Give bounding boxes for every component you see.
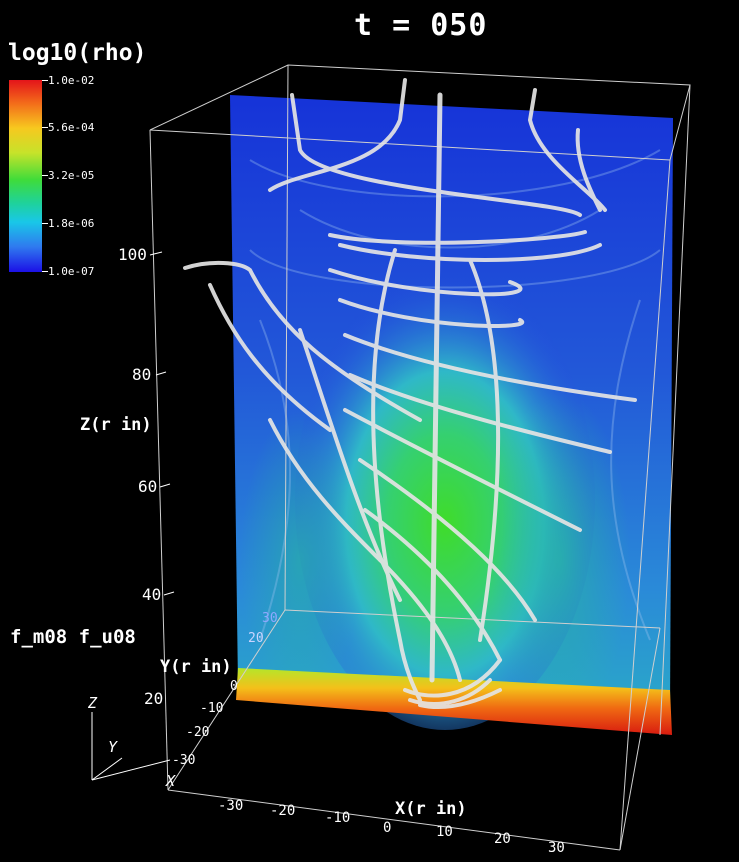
x-tick-30: 30 xyxy=(548,840,565,856)
colorbar xyxy=(9,80,42,272)
triad-x-label: X xyxy=(165,772,176,790)
x-tick-minus10: -10 xyxy=(325,810,350,826)
colorbar-tick xyxy=(42,175,48,176)
colorbar-tick xyxy=(42,127,48,128)
y-axis: Y(r in) 30 20 0 -10 -20 -30 xyxy=(160,611,278,768)
x-tick-0: 0 xyxy=(383,820,391,836)
y-tick-20: 20 xyxy=(248,631,264,646)
y-tick-minus30: -30 xyxy=(172,753,195,768)
orientation-triad: Z Y X xyxy=(87,694,176,790)
z-tick-80: 80 xyxy=(132,365,151,384)
x-tick-20: 20 xyxy=(494,831,511,847)
magnetic-field-streamlines xyxy=(183,78,637,710)
colorbar-tick-label: 3.2e-05 xyxy=(48,169,95,182)
x-tick-10: 10 xyxy=(436,824,453,840)
time-title: t = 050 xyxy=(354,8,488,43)
x-tick-minus30: -30 xyxy=(218,798,243,814)
z-axis: 100 80 60 40 20 Z(r in) xyxy=(80,245,175,708)
triad-y-label: Y xyxy=(108,738,118,756)
density-slab xyxy=(230,95,673,735)
colorbar-tick xyxy=(42,80,48,81)
colorbar-tick-label: 1.0e-07 xyxy=(48,265,95,278)
y-axis-label: Y(r in) xyxy=(160,657,232,677)
y-tick-minus10: -10 xyxy=(200,701,223,716)
y-tick-0: 0 xyxy=(230,679,238,694)
run-label: f_m08 f_u08 xyxy=(10,626,136,648)
colorbar-tick xyxy=(42,271,48,272)
colorbar-tick-label: 1.8e-06 xyxy=(48,217,95,230)
y-tick-30: 30 xyxy=(262,611,278,626)
colorbar-tick xyxy=(42,223,48,224)
x-tick-minus20: -20 xyxy=(270,803,295,819)
z-axis-label: Z(r in) xyxy=(80,415,152,435)
z-tick-20: 20 xyxy=(144,689,163,708)
colorbar-tick-label: 5.6e-04 xyxy=(48,121,95,134)
colorbar-variable-label: log10(rho) xyxy=(8,40,147,66)
x-axis: X(r in) -30 -20 -10 0 10 20 30 xyxy=(218,798,565,856)
z-tick-100: 100 xyxy=(118,245,147,264)
triad-z-label: Z xyxy=(87,694,98,712)
z-tick-60: 60 xyxy=(138,477,157,496)
colorbar-tick-label: 1.0e-02 xyxy=(48,74,95,87)
x-axis-label: X(r in) xyxy=(395,799,467,819)
y-tick-minus20: -20 xyxy=(186,725,209,740)
z-tick-40: 40 xyxy=(142,585,161,604)
